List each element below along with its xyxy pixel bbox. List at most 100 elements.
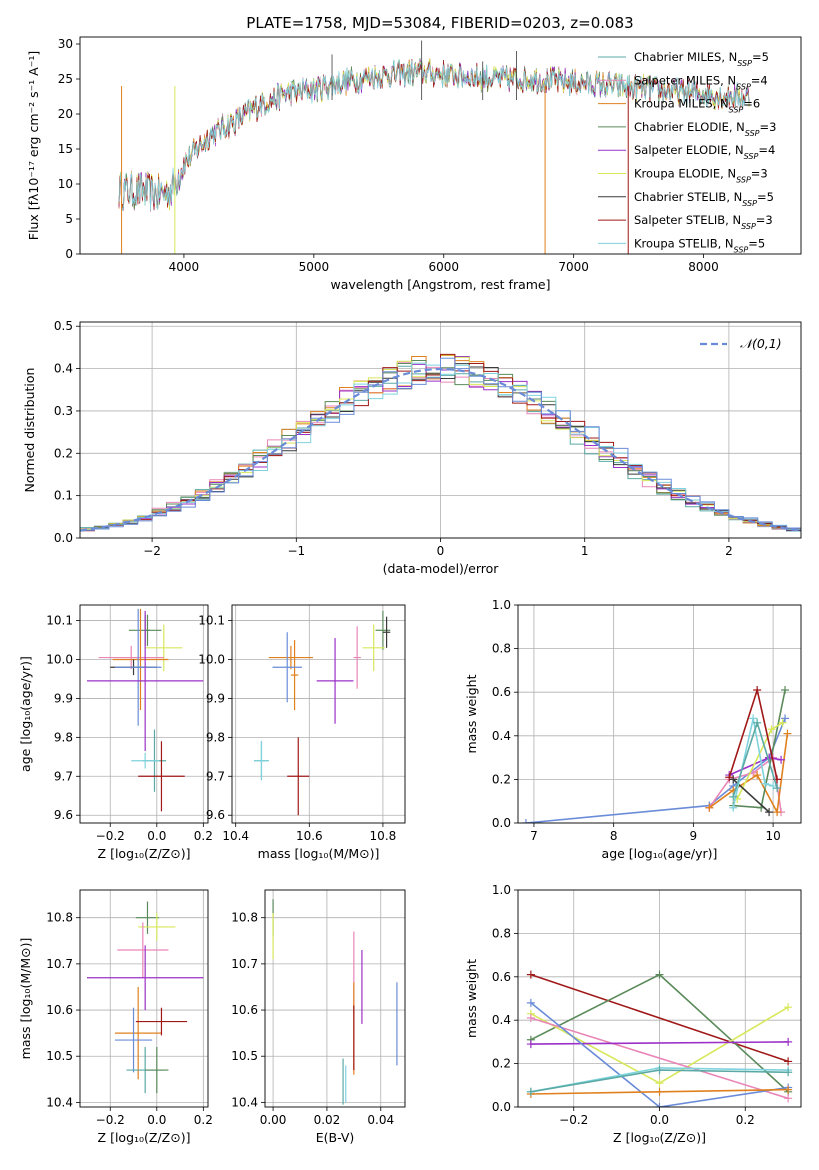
- legend-entry: Chabrier STELIB, NSSP=5: [634, 190, 774, 208]
- series-line: [530, 1041, 789, 1045]
- x-tick-label: 7000: [558, 260, 589, 274]
- y-tick-label: 0.6: [492, 685, 511, 699]
- series-line: [732, 778, 770, 813]
- series-marker: [784, 1037, 793, 1046]
- y-tick-label: 0.0: [492, 1100, 511, 1114]
- x-tick-label: −0.2: [559, 1113, 588, 1127]
- x-axis-label: wavelength [Angstrom, rest frame]: [330, 277, 550, 292]
- plot-area: [272, 899, 398, 1105]
- x-axis-label: Z [log₁₀(Z/Z⊙)]: [98, 846, 191, 861]
- series-marker: [729, 792, 738, 801]
- y-axis-label: mass weight: [464, 674, 479, 753]
- axes-frame: [79, 604, 209, 824]
- error-bar-point: [353, 626, 361, 689]
- series-marker: [655, 1087, 664, 1096]
- series-marker: [655, 1079, 664, 1088]
- error-bar-point: [86, 610, 204, 751]
- y-tick-label: 5: [65, 212, 73, 226]
- x-tick-label: 0.02: [314, 1113, 341, 1127]
- error-bar-point: [316, 638, 354, 724]
- y-tick-label: 0.8: [492, 642, 511, 656]
- y-axis-label: age [log₁₀(age/yr)]: [18, 656, 33, 772]
- panel-mass_vs_ebv: 0.00 0.02 0.04 10.4 10.5 10.6 10.7 10.8 E(B-V): [231, 889, 406, 1145]
- series-marker: [753, 718, 762, 727]
- error-bar-point: [268, 645, 313, 670]
- x-tick-label: 10.6: [296, 829, 323, 843]
- plot-area: [86, 901, 204, 1094]
- series-marker: [784, 1057, 793, 1066]
- y-axis-label: Normed distribution: [22, 368, 37, 493]
- y-tick-label: 0.2: [492, 772, 511, 786]
- y-tick-label: 10.6: [231, 1003, 258, 1017]
- error-bar-point: [138, 913, 176, 941]
- series-marker: [655, 970, 664, 979]
- y-tick-label: 9.6: [54, 808, 73, 822]
- y-tick-label: 0.1: [54, 489, 73, 503]
- y-tick-label: 9.7: [54, 769, 73, 783]
- legend: Chabrier MILES, NSSP=5 Salpeter MILES, NS…: [598, 50, 776, 254]
- series-marker: [753, 771, 762, 780]
- x-axis-label: age [log₁₀(age/yr)]: [602, 846, 718, 861]
- y-tick-label: 10.1: [46, 614, 73, 628]
- y-tick-label: 10: [58, 177, 73, 191]
- series-marker: [781, 714, 790, 723]
- series-marker: [725, 773, 734, 782]
- series-marker: [765, 808, 774, 817]
- series-marker: [784, 1068, 793, 1077]
- x-tick-label: 0.2: [194, 1113, 213, 1127]
- y-axis-label: mass [log₁₀(M/M⊙)]: [18, 938, 33, 1060]
- error-bar-point: [135, 1007, 188, 1036]
- legend-entry: Chabrier MILES, NSSP=5: [634, 50, 769, 68]
- error-bar-point: [382, 616, 391, 648]
- x-tick-label: 0.0: [147, 1113, 166, 1127]
- x-axis-label: E(B-V): [316, 1130, 355, 1145]
- axes-frame: [79, 889, 209, 1108]
- x-tick-label: 0.0: [650, 1113, 669, 1127]
- panel-mass_weight_vs_age: 7 8 9 10 0.0 0.2 0.4 0.6 0.8 1.0 age [log₁₀(age/yr…: [464, 598, 802, 861]
- y-tick-label: 9.8: [206, 730, 225, 744]
- axes-frame: [517, 889, 802, 1108]
- error-bar-point: [145, 624, 183, 672]
- y-tick-label: 10.5: [231, 1049, 258, 1063]
- x-tick-label: 0.2: [736, 1113, 755, 1127]
- x-tick-label: 0.0: [147, 829, 166, 843]
- x-axis-label: (data-model)/error: [383, 561, 500, 576]
- x-tick-label: 10.4: [222, 829, 249, 843]
- x-tick-label: 0: [437, 544, 445, 558]
- y-tick-label: 0.0: [54, 531, 73, 545]
- error-bar-point: [131, 752, 160, 769]
- error-bar-point: [117, 922, 169, 978]
- series-marker: [526, 1014, 535, 1023]
- legend-entry: Salpeter MILES, NSSP=4: [634, 73, 768, 91]
- x-tick-label: 2: [725, 544, 733, 558]
- y-tick-label: 10.0: [46, 653, 73, 667]
- x-tick-label: 6000: [428, 260, 459, 274]
- x-tick-label: 8000: [688, 260, 719, 274]
- series-line: [530, 1002, 789, 1107]
- series-marker: [784, 1003, 793, 1012]
- series-marker: [753, 686, 762, 695]
- y-tick-label: 10.7: [46, 957, 73, 971]
- y-tick-label: 0.4: [492, 1013, 511, 1027]
- y-tick-label: 0.2: [54, 446, 73, 460]
- y-tick-label: 25: [58, 72, 73, 86]
- spectrum-line: [118, 59, 750, 212]
- series-marker: [767, 725, 776, 734]
- x-tick-label: 9: [690, 829, 698, 843]
- legend-entry: 𝒩(0,1): [740, 336, 782, 351]
- legend-entry: Chabrier ELODIE, NSSP=3: [634, 120, 776, 138]
- legend-entry: Kroupa MILES, NSSP=6: [634, 97, 760, 115]
- panel-spectrum: 4000 5000 6000 7000 8000 0 5 10 15 20 25 30 waveleng…: [26, 36, 802, 292]
- series-marker: [729, 803, 738, 812]
- x-tick-label: −2: [143, 544, 161, 558]
- legend-entry: Kroupa ELODIE, NSSP=3: [634, 167, 768, 185]
- plot-area: [254, 610, 391, 816]
- y-tick-label: 0.3: [54, 404, 73, 418]
- y-axis-label: Flux [fλ10⁻¹⁷ erg cm⁻² s⁻¹ A⁻¹]: [26, 51, 41, 240]
- axes-frame: [264, 889, 406, 1108]
- axes-frame: [79, 321, 802, 539]
- y-tick-label: 1.0: [492, 883, 511, 897]
- series-marker: [705, 803, 714, 812]
- plot-area: [118, 40, 750, 254]
- plot-area: [80, 353, 801, 532]
